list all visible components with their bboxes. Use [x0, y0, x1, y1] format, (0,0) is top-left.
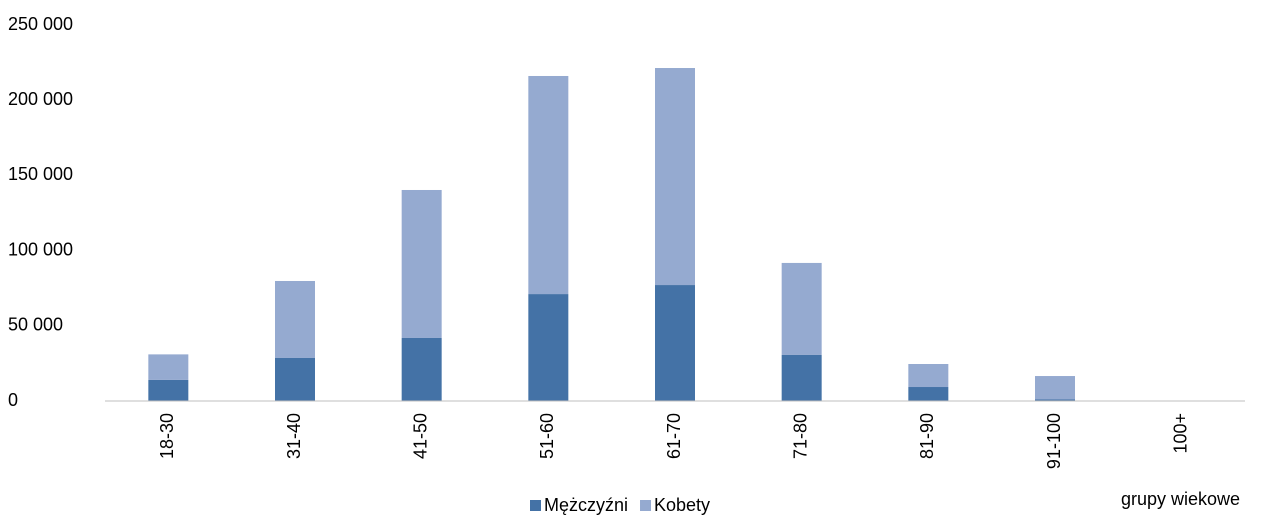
bar-segment [275, 280, 315, 358]
bar-segment [908, 364, 949, 388]
bar-segment [528, 294, 569, 401]
x-tick-label: 61-70 [664, 413, 684, 459]
x-tick-label: 71-80 [790, 413, 810, 459]
y-tick-label: 200 000 [8, 89, 73, 109]
bar-segment [148, 379, 189, 401]
bar-segment [781, 262, 822, 355]
y-tick-label: 0 [8, 390, 18, 410]
x-tick-label: 91-100 [1044, 413, 1064, 469]
x-tick-label: 81-90 [917, 413, 937, 459]
bar-segment [655, 285, 695, 401]
legend-label: Kobety [654, 495, 710, 515]
x-tick-label: 51-60 [537, 413, 557, 459]
x-axis-label: grupy wiekowe [1121, 489, 1240, 509]
x-tick-label: 100+ [1170, 413, 1190, 454]
x-tick-label: 18-30 [157, 413, 177, 459]
bar-segment [1035, 376, 1075, 400]
legend-swatch [530, 500, 541, 511]
bar-segment [908, 387, 949, 401]
bar-segment [655, 68, 695, 286]
bar-segment [401, 189, 442, 338]
y-tick-label: 100 000 [8, 239, 73, 259]
y-tick-label: 150 000 [8, 164, 73, 184]
y-tick-label: 50 000 [8, 315, 63, 335]
x-tick-label: 31-40 [284, 413, 304, 459]
x-tick-label: 41-50 [410, 413, 430, 459]
bar-segment [148, 354, 189, 380]
bar-segment [1035, 399, 1075, 401]
bar-segment [275, 357, 315, 401]
bar-segment [528, 75, 569, 295]
y-tick-label: 250 000 [8, 14, 73, 34]
bar-segment [401, 337, 442, 401]
legend-label: Mężczyźni [544, 495, 628, 515]
legend-swatch [640, 500, 652, 511]
bar-segment [781, 354, 822, 401]
